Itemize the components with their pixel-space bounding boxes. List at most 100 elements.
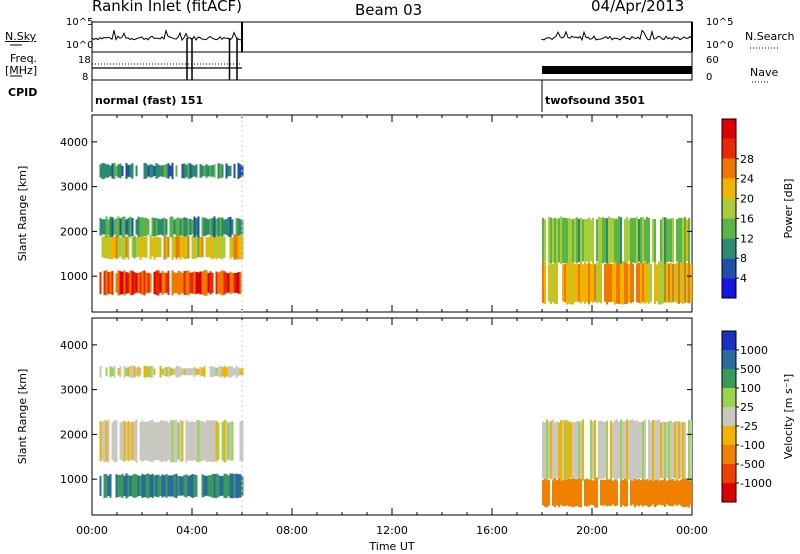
power-cell xyxy=(195,218,198,236)
velocity-cell xyxy=(169,475,172,497)
power-cell xyxy=(173,236,176,258)
velocity-cell xyxy=(175,473,178,499)
velocity-cell xyxy=(239,421,242,461)
velocity-cell xyxy=(688,419,690,481)
power-cell xyxy=(678,217,680,263)
velocity-cell xyxy=(179,420,182,463)
velocity-cell xyxy=(558,422,560,478)
power-cell xyxy=(105,216,108,238)
y-axis-label: Slant Range [km] xyxy=(16,369,29,465)
velocity-cell xyxy=(149,474,152,497)
colorbar-tick-label: 20 xyxy=(740,193,754,206)
power-cell xyxy=(137,237,140,257)
nsearch-tick-low: 10^0 xyxy=(706,40,733,51)
velocity-cell xyxy=(189,421,192,461)
power-cell xyxy=(185,164,188,178)
power-cell xyxy=(131,163,134,179)
velocity-cell xyxy=(666,480,668,505)
velocity-cell xyxy=(622,420,624,480)
power-cell xyxy=(111,217,114,237)
nsearch-label: N.Search xyxy=(745,30,795,43)
power-cell xyxy=(572,261,574,305)
velocity-cell xyxy=(546,477,548,508)
velocity-cell xyxy=(181,368,184,375)
colorbar-label: Velocity [m s⁻¹] xyxy=(782,374,795,459)
velocity-cell xyxy=(189,368,192,376)
power-cell xyxy=(189,272,192,294)
velocity-cell xyxy=(153,368,156,375)
velocity-cell xyxy=(640,480,642,506)
power-cell xyxy=(566,261,568,305)
power-cell xyxy=(205,218,208,236)
y-tick-label: 2000 xyxy=(60,428,88,441)
power-cell xyxy=(153,165,156,177)
power-cell xyxy=(161,165,164,177)
power-cell xyxy=(117,164,120,178)
power-cell xyxy=(584,261,586,304)
velocity-cell xyxy=(165,420,168,462)
power-cell xyxy=(670,218,672,263)
nsearch-tick-high: 10^5 xyxy=(706,17,733,28)
power-cell xyxy=(195,164,198,178)
velocity-cell xyxy=(195,368,198,376)
power-cell xyxy=(203,270,206,296)
nave-trace-dense xyxy=(542,66,692,74)
power-cell xyxy=(618,261,620,305)
power-cell xyxy=(556,218,558,263)
velocity-cell xyxy=(652,480,654,505)
power-cell xyxy=(233,163,236,179)
velocity-cell xyxy=(99,475,102,496)
power-cell xyxy=(181,218,184,236)
velocity-cell xyxy=(566,479,568,506)
velocity-cell xyxy=(151,473,154,499)
power-cell xyxy=(135,273,138,293)
velocity-cell xyxy=(592,480,594,505)
velocity-cell xyxy=(135,419,138,463)
power-cell xyxy=(642,263,644,303)
power-cell xyxy=(187,218,190,235)
velocity-cell xyxy=(227,422,230,460)
power-cell xyxy=(229,235,232,259)
power-cell xyxy=(187,270,190,296)
cpid-label: CPID xyxy=(8,86,38,99)
velocity-cell xyxy=(145,366,148,378)
velocity-cell xyxy=(638,421,640,479)
power-cell xyxy=(614,261,616,305)
velocity-cell xyxy=(668,421,670,480)
y-axis-label: Slant Range [km] xyxy=(16,166,29,262)
power-cell xyxy=(123,234,126,260)
velocity-cell xyxy=(119,422,122,460)
power-cell xyxy=(183,235,186,260)
velocity-cell xyxy=(139,367,142,376)
velocity-cell xyxy=(127,420,130,462)
velocity-cell xyxy=(109,366,112,378)
power-cell xyxy=(165,272,168,293)
power-cell xyxy=(624,261,626,305)
power-cell xyxy=(648,262,650,304)
power-cell xyxy=(183,217,186,237)
velocity-cell xyxy=(550,421,552,480)
velocity-cell xyxy=(632,419,634,481)
power-cell xyxy=(686,262,688,303)
power-cell xyxy=(107,164,110,178)
velocity-cell xyxy=(658,480,660,505)
power-cell xyxy=(131,217,134,236)
velocity-cell xyxy=(594,477,596,508)
power-cell xyxy=(558,218,560,263)
velocity-cell xyxy=(590,419,592,481)
power-cell xyxy=(127,272,130,294)
velocity-cell xyxy=(624,421,626,479)
power-cell xyxy=(235,235,238,260)
velocity-cell xyxy=(612,422,614,478)
velocity-cell xyxy=(570,422,572,478)
power-cell xyxy=(153,234,156,260)
velocity-cell xyxy=(600,479,602,506)
power-cell xyxy=(101,236,104,258)
power-cell xyxy=(678,261,680,304)
power-cell xyxy=(117,235,120,259)
velocity-cell xyxy=(660,422,662,478)
power-cell xyxy=(211,217,214,236)
velocity-cell xyxy=(105,367,108,377)
velocity-cell xyxy=(558,478,560,508)
power-cell xyxy=(604,264,606,302)
